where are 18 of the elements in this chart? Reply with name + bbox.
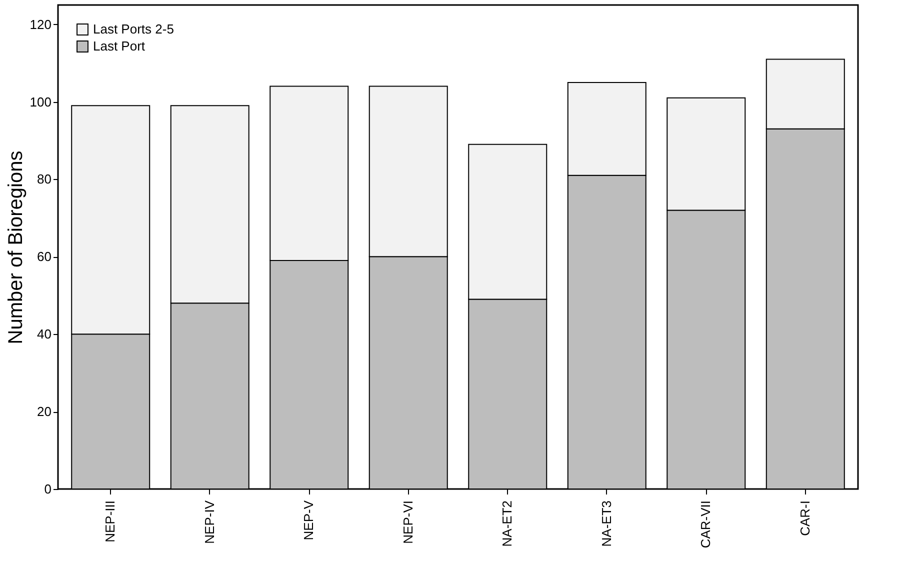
y-tick-label: 60 [37,249,52,264]
y-tick-label: 40 [37,326,52,342]
legend-label: Last Ports 2-5 [93,22,174,36]
x-tick-label: CAR-VII [698,500,714,548]
y-axis-title: Number of Bioregions [4,150,27,344]
y-tick-label: 0 [44,482,52,496]
y-tick-label: 80 [37,172,52,187]
x-tick-label: NEP-IV [202,500,217,544]
x-tick-label: NEP-VI [400,500,416,544]
y-tick-label: 100 [30,94,52,110]
x-tick-label: NA-ET3 [598,500,614,547]
x-tick-label: NEP-V [301,500,316,540]
x-tick-label: CAR-I [797,500,812,536]
y-tick-label: 120 [30,16,52,32]
y-tick-label: 20 [37,404,52,420]
x-tick-label: NA-ET2 [500,500,515,547]
legend-label: Last Port [93,38,146,54]
x-tick-label: NEP-III [102,500,118,542]
